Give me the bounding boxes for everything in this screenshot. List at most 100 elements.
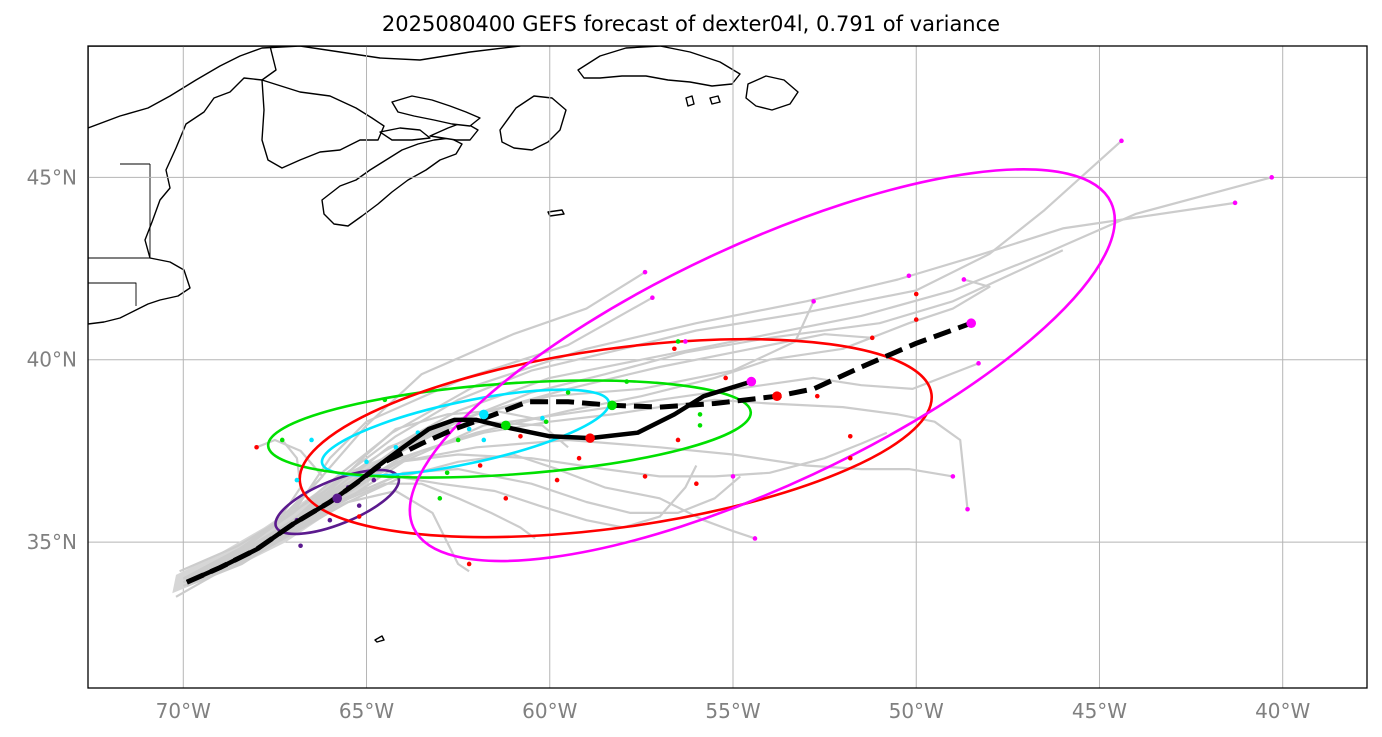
track-end-point bbox=[364, 459, 369, 465]
uncertainty-ellipse bbox=[408, 168, 1117, 563]
x-tick-label: 45°W bbox=[1072, 699, 1127, 723]
track-end-point bbox=[697, 423, 703, 428]
chart-title: 2025080400 GEFS forecast of dexter04l, 0… bbox=[381, 12, 1001, 36]
track-end-point bbox=[811, 299, 816, 304]
track-end-point bbox=[814, 393, 820, 399]
track-end-point bbox=[683, 339, 688, 344]
track-end-point bbox=[650, 295, 655, 300]
track-end-point bbox=[444, 470, 450, 476]
us-maine-coast bbox=[88, 46, 277, 325]
track-end-point bbox=[976, 361, 981, 366]
mean-track-solid bbox=[185, 379, 752, 585]
track-end-point bbox=[576, 455, 582, 461]
ellipse-center-marker bbox=[772, 391, 782, 401]
track-end-point bbox=[477, 463, 483, 468]
ellipse-center-marker bbox=[966, 318, 977, 329]
track-end-point bbox=[723, 375, 728, 381]
track-end-point bbox=[543, 419, 549, 425]
track-end-point bbox=[298, 543, 303, 549]
track-end-point bbox=[503, 496, 509, 501]
ellipse-center-marker bbox=[332, 493, 343, 504]
track-end-point bbox=[466, 426, 472, 432]
track-end-point bbox=[672, 346, 677, 352]
us-state-line bbox=[88, 163, 151, 306]
ellipse-center-marker bbox=[607, 400, 617, 411]
track-end-point bbox=[371, 477, 377, 483]
x-tick-labels: 70°W 65°W 60°W 55°W 50°W 45°W 40°W bbox=[156, 699, 1311, 723]
member-track-line bbox=[182, 296, 653, 580]
uncertainty-ellipses bbox=[266, 168, 1117, 563]
x-tick-label: 55°W bbox=[705, 699, 760, 723]
track-end-point bbox=[565, 390, 571, 395]
track-end-point bbox=[455, 437, 461, 443]
track-end-point bbox=[518, 434, 523, 439]
track-end-point bbox=[309, 437, 314, 443]
track-end-point bbox=[294, 477, 300, 483]
track-end-point bbox=[675, 339, 681, 344]
y-tick-labels: 35°N 40°N 45°N bbox=[27, 165, 77, 554]
track-end-point bbox=[279, 437, 285, 443]
track-end-point bbox=[694, 481, 699, 487]
track-end-point bbox=[624, 379, 630, 384]
track-end-point bbox=[1119, 138, 1124, 144]
member-track-line bbox=[186, 409, 551, 580]
track-end-point bbox=[913, 291, 919, 297]
track-end-point bbox=[1232, 200, 1238, 206]
track-end-point bbox=[356, 503, 362, 508]
track-end-point bbox=[642, 474, 648, 479]
track-end-point bbox=[869, 335, 875, 341]
track-end-point bbox=[950, 474, 956, 479]
track-end-point bbox=[642, 269, 648, 275]
track-end-point bbox=[554, 477, 560, 483]
ellipse-center-marker bbox=[585, 433, 595, 443]
x-tick-label: 50°W bbox=[889, 699, 944, 723]
track-end-point bbox=[382, 397, 388, 403]
track-end-point bbox=[327, 517, 333, 523]
y-tick-label: 40°N bbox=[27, 348, 77, 372]
uncertainty-ellipse bbox=[266, 379, 753, 479]
graticule bbox=[88, 46, 1367, 688]
mean-track-dashed bbox=[185, 320, 973, 585]
member-track-line bbox=[175, 398, 969, 598]
track-end-point bbox=[254, 444, 259, 450]
plot-frame bbox=[87, 45, 1368, 689]
track-end-point bbox=[965, 506, 970, 512]
y-tick-label: 35°N bbox=[27, 530, 77, 554]
track-end-point bbox=[1269, 175, 1275, 180]
uncertainty-ellipse bbox=[298, 337, 934, 539]
x-tick-label: 40°W bbox=[1255, 699, 1310, 723]
canada-quebec-south-shore bbox=[88, 46, 521, 129]
ellipse-center-marker bbox=[500, 420, 511, 431]
track-end-point bbox=[393, 444, 399, 450]
track-end-point bbox=[540, 415, 545, 421]
track-end-point bbox=[847, 434, 853, 439]
canada-newfoundland-east bbox=[745, 75, 799, 111]
y-tick-label: 45°N bbox=[27, 165, 77, 189]
track-end-point bbox=[481, 437, 487, 443]
canada-islands bbox=[374, 95, 721, 643]
track-end-point bbox=[356, 514, 362, 519]
canada-cape-breton bbox=[429, 121, 479, 141]
canada-newfoundland-north bbox=[577, 46, 741, 87]
track-end-point bbox=[847, 455, 853, 461]
canada-gaspe bbox=[391, 95, 481, 127]
x-tick-label: 60°W bbox=[522, 699, 577, 723]
track-end-point bbox=[730, 474, 736, 479]
ellipse-center-marker bbox=[478, 409, 489, 420]
track-end-point bbox=[466, 561, 472, 567]
mean-tracks bbox=[185, 320, 973, 585]
ellipse-center-marker bbox=[746, 376, 757, 387]
track-end-point bbox=[697, 412, 703, 417]
track-end-point bbox=[913, 317, 919, 322]
canada-new-brunswick bbox=[261, 79, 385, 169]
track-end-point bbox=[961, 277, 967, 282]
x-tick-label: 65°W bbox=[339, 699, 394, 723]
canada-pei bbox=[379, 127, 431, 141]
track-end-point bbox=[437, 496, 443, 501]
track-end-point bbox=[752, 536, 758, 541]
track-end-point bbox=[675, 437, 681, 443]
x-tick-label: 70°W bbox=[156, 699, 211, 723]
ellipse-center-markers bbox=[332, 318, 977, 504]
track-end-point bbox=[906, 273, 912, 279]
